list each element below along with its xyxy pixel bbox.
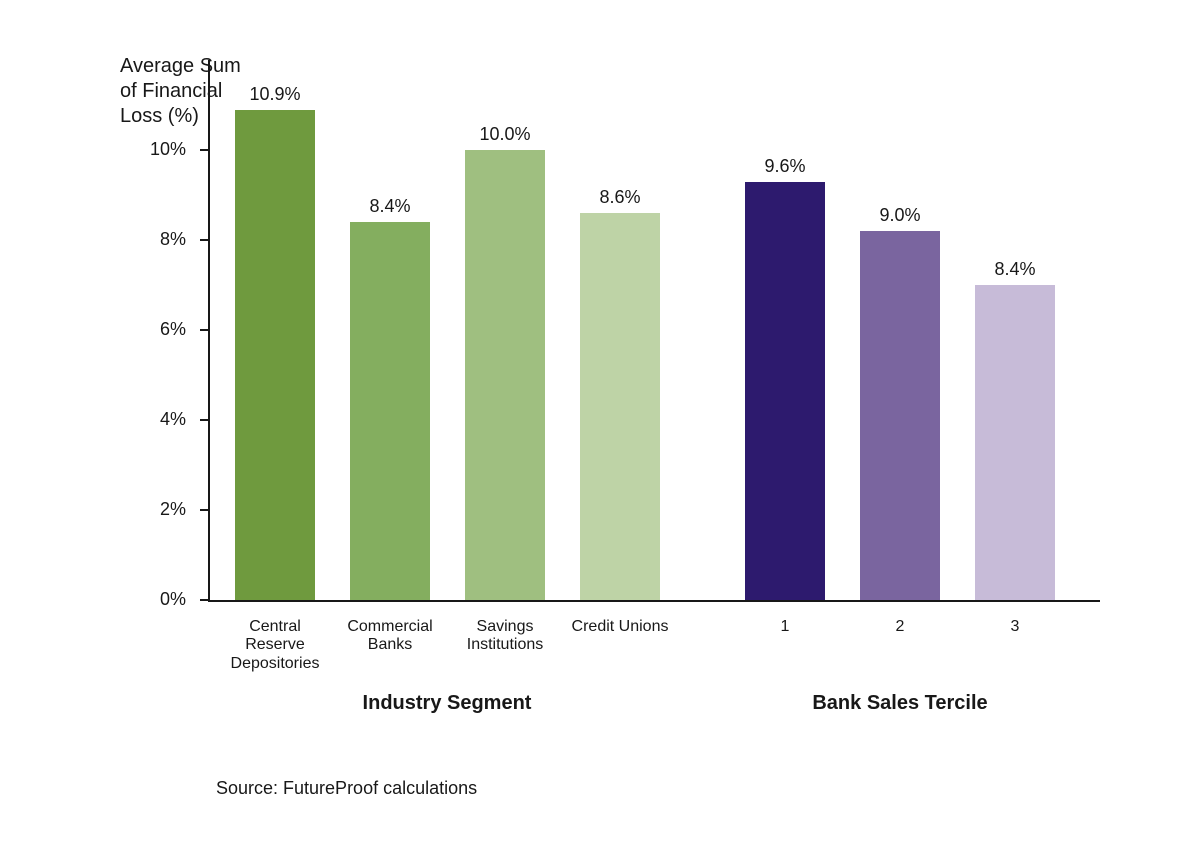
bar-value-tercile-3: 8.4%	[994, 259, 1035, 280]
bar-value-tercile-1: 9.6%	[764, 156, 805, 177]
bar-value-tercile-2: 9.0%	[879, 205, 920, 226]
bar-tercile-2	[860, 231, 940, 600]
category-label-credit-unions: Credit Unions	[572, 618, 669, 636]
category-label-commercial-banks: Commercial Banks	[347, 618, 432, 655]
bar-value-savings-institutions: 10.0%	[479, 124, 530, 145]
group-label-bank-sales-tercile: Bank Sales Tercile	[812, 692, 987, 715]
y-tick-label: 4%	[160, 409, 186, 430]
category-label-savings-institutions: Savings Institutions	[467, 618, 543, 655]
bar-commercial-banks	[350, 222, 430, 600]
bar-central-reserve	[235, 110, 315, 601]
category-label-tercile-3: 3	[1011, 618, 1020, 636]
bar-value-central-reserve: 10.9%	[249, 84, 300, 105]
source-note: Source: FutureProof calculations	[216, 778, 477, 799]
bar-tercile-3	[975, 285, 1055, 600]
y-tick-mark	[200, 239, 208, 241]
y-tick-mark	[200, 509, 208, 511]
bar-value-credit-unions: 8.6%	[599, 187, 640, 208]
y-tick-mark	[200, 419, 208, 421]
category-label-tercile-2: 2	[896, 618, 905, 636]
y-tick-label: 2%	[160, 499, 186, 520]
bar-value-commercial-banks: 8.4%	[369, 196, 410, 217]
bar-credit-unions	[580, 213, 660, 600]
y-tick-label: 0%	[160, 589, 186, 610]
chart-container: Average Sum of Financial Loss (%) 0%2%4%…	[0, 0, 1200, 867]
y-tick-mark	[200, 599, 208, 601]
group-label-industry-segment: Industry Segment	[363, 692, 532, 715]
y-tick-mark	[200, 329, 208, 331]
plot-area: 0%2%4%6%8%10%10.9%Central Reserve Deposi…	[210, 60, 1100, 600]
y-tick-mark	[200, 149, 208, 151]
y-tick-label: 8%	[160, 229, 186, 250]
y-tick-label: 10%	[150, 139, 186, 160]
y-tick-label: 6%	[160, 319, 186, 340]
category-label-central-reserve: Central Reserve Depositories	[231, 618, 320, 673]
x-axis-line	[208, 600, 1100, 602]
category-label-tercile-1: 1	[781, 618, 790, 636]
bar-savings-institutions	[465, 150, 545, 600]
bar-tercile-1	[745, 182, 825, 601]
y-axis-line	[208, 60, 210, 600]
